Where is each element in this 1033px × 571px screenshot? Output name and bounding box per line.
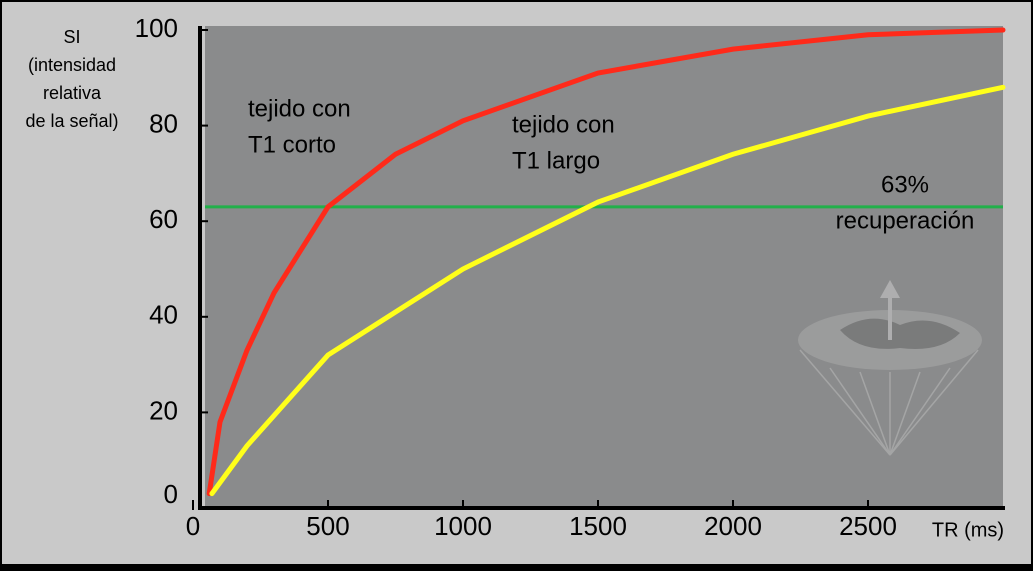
line-series: [206, 27, 1006, 497]
reference-label: recuperación: [836, 207, 975, 234]
x-tick-label: 2500: [839, 511, 897, 541]
line-series: [209, 84, 1006, 497]
y-tick-label: 20: [149, 395, 178, 425]
annotation: T1 corto: [248, 131, 336, 158]
y-axis-label: relativa: [43, 83, 102, 103]
y-axis-label: (intensidad: [28, 55, 116, 75]
y-tick-label: 100: [135, 13, 178, 43]
x-axis-label: TR (ms): [932, 519, 1004, 541]
x-tick-label: 2000: [704, 511, 762, 541]
y-axis-label: SI: [63, 27, 80, 47]
y-tick-label: 60: [149, 204, 178, 234]
globe-icon: [798, 280, 982, 456]
x-tick-label: 500: [306, 511, 349, 541]
y-tick-label: 0: [164, 479, 178, 509]
reference-label: 63%: [881, 171, 929, 198]
annotation: T1 largo: [512, 147, 600, 174]
annotation: tejido con: [512, 111, 615, 138]
y-axis-label: de la señal): [25, 111, 118, 131]
y-tick-label: 40: [149, 300, 178, 330]
x-tick-label: 0: [186, 511, 200, 541]
x-tick-label: 1000: [434, 511, 492, 541]
annotation: tejido con: [248, 95, 351, 122]
y-tick-label: 80: [149, 108, 178, 138]
x-tick-label: 1500: [569, 511, 627, 541]
